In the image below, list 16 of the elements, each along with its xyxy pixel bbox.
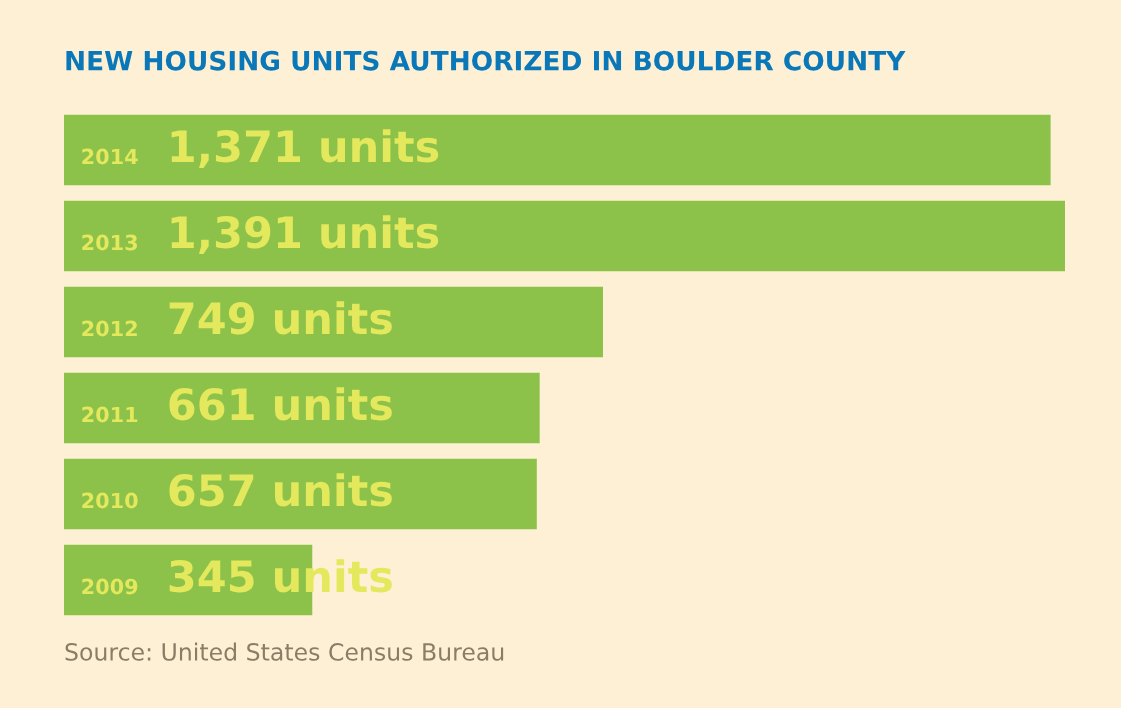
y-tick-label: 2012: [82, 320, 137, 337]
data-label: 1,391 units: [171, 215, 439, 254]
y-tick-label: 2010: [82, 492, 138, 509]
data-label: 661 units: [169, 387, 392, 421]
y-tick-label: 2014: [82, 148, 138, 165]
bar: [64, 200, 1065, 272]
y-tick-label: 2009: [82, 578, 138, 595]
y-tick-label: 2013: [82, 234, 137, 251]
bar: [64, 114, 1051, 186]
chart-title: NEW HOUSING UNITS AUTHORIZED IN BOULDER COUNTY: [66, 50, 906, 71]
source-note: Source: United States Census Bureau: [65, 642, 504, 661]
data-label: 749 units: [169, 301, 392, 335]
bar: [64, 286, 603, 358]
data-label: 657 units: [169, 473, 392, 507]
y-tick-label: 2011: [82, 406, 138, 423]
data-label: 1,371 units: [171, 129, 439, 168]
